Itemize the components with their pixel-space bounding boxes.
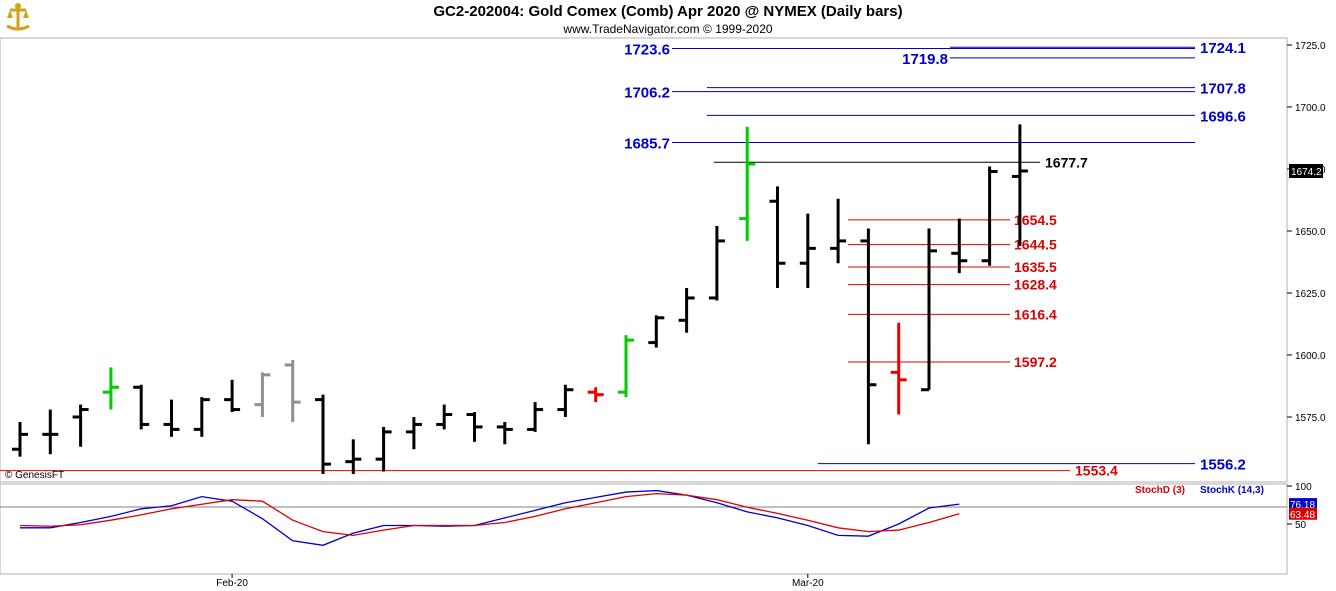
ohlc-bar — [133, 384, 150, 430]
x-tick-label: Mar-20 — [792, 578, 824, 589]
ohlc-bar — [436, 404, 453, 430]
ohlc-bar — [557, 384, 574, 417]
ohlc-bar — [648, 315, 665, 348]
level-label-1616.4: 1616.4 — [1014, 306, 1057, 322]
genesis-watermark: © GenesisFT — [5, 470, 64, 481]
stoch-d-value-box — [1289, 507, 1317, 520]
level-label-1628.4: 1628.4 — [1014, 277, 1057, 293]
ohlc-bar — [739, 126, 756, 241]
level-label-1723.6: 1723.6 — [624, 41, 670, 58]
ohlc-bar — [890, 322, 907, 415]
ohlc-bar — [42, 409, 59, 455]
level-label-1553.4: 1553.4 — [1075, 463, 1118, 479]
stoch-d-value: 63.48 — [1290, 510, 1315, 521]
level-label-1654.5: 1654.5 — [1014, 212, 1057, 228]
ohlc-bar — [860, 228, 877, 445]
x-tick-label: Feb-20 — [216, 578, 248, 589]
trade-navigator-logo-icon — [6, 3, 30, 31]
level-label-1635.5: 1635.5 — [1014, 259, 1057, 275]
stoch-k-value-box — [1289, 498, 1317, 511]
date-axis: Feb-20 Mar-20 — [216, 574, 824, 589]
y-tick-label: 1650.0 — [1295, 227, 1326, 238]
ohlc-bar — [618, 335, 634, 398]
ohlc-bar — [587, 387, 604, 403]
ohlc-bar — [708, 226, 725, 301]
stoch-y-tick-label: 50 — [1295, 520, 1307, 531]
level-label-1556.2: 1556.2 — [1200, 457, 1246, 474]
last-price-box — [1289, 163, 1323, 178]
ohlc-bar — [981, 166, 998, 266]
y-tick-label: 1575.0 — [1295, 413, 1326, 424]
level-label-1597.2: 1597.2 — [1014, 354, 1057, 370]
price-axis: 1575.01600.01625.01650.01675.01700.01725… — [1287, 41, 1326, 424]
level-label-1685.7: 1685.7 — [624, 135, 670, 152]
stoch-y-tick-label: 100 — [1295, 482, 1312, 493]
ohlc-bar — [163, 399, 180, 437]
ohlc-bar — [284, 359, 301, 422]
ohlc-bar — [315, 394, 331, 475]
ohlc-bar — [1011, 124, 1028, 246]
ohlc-bar — [224, 379, 241, 413]
ohlc-bar — [375, 426, 392, 472]
level-label-1707.8: 1707.8 — [1200, 81, 1246, 98]
level-label-1706.2: 1706.2 — [624, 85, 670, 102]
level-label-1677.7: 1677.7 — [1045, 154, 1088, 170]
ohlc-bar — [830, 198, 847, 264]
y-tick-label: 1700.0 — [1295, 103, 1326, 114]
ohlc-bar — [12, 421, 28, 457]
y-tick-label: 1625.0 — [1295, 289, 1326, 300]
level-label-1696.6: 1696.6 — [1200, 108, 1246, 125]
y-tick-label: 1725.0 — [1295, 41, 1326, 52]
ohlc-bar — [496, 421, 513, 445]
level-label-1719.8: 1719.8 — [902, 51, 948, 68]
legend-stoch-d: StochD (3) — [1135, 485, 1185, 496]
chart-subtitle: www.TradeNavigator.com © 1999-2020 — [563, 22, 773, 36]
chart-title: GC2-202004: Gold Comex (Comb) Apr 2020 @… — [433, 3, 903, 20]
ohlc-bars — [12, 124, 1028, 475]
level-label-1644.5: 1644.5 — [1014, 237, 1057, 253]
price-level-lines: 1724.1 1723.6 1719.8 1707.8 1706.2 1696.6 1685… — [0, 40, 1246, 479]
ohlc-bar — [769, 186, 786, 289]
ohlc-bar — [921, 228, 937, 392]
ohlc-bar — [193, 397, 210, 437]
chart-frames — [0, 37, 1288, 575]
stoch-d-line — [19, 492, 960, 537]
ohlc-bar — [527, 402, 544, 432]
ohlc-bar — [951, 218, 968, 274]
ohlc-bar — [72, 404, 89, 447]
ohlc-bar — [799, 213, 816, 289]
last-price-label: 1674.2 — [1291, 167, 1322, 178]
ohlc-bar — [405, 417, 422, 450]
legend-stoch-k: StochK (14,3) — [1200, 485, 1264, 496]
ohlc-bar — [678, 288, 695, 333]
level-label-1724.1: 1724.1 — [1200, 40, 1246, 57]
stoch-k-value: 76.18 — [1290, 500, 1315, 511]
ohlc-bar — [102, 367, 119, 410]
y-tick-label: 1600.0 — [1295, 351, 1326, 362]
ohlc-bar — [466, 412, 483, 442]
ohlc-bar — [345, 439, 362, 475]
ohlc-bar — [254, 372, 271, 417]
stoch-k-line — [20, 489, 960, 546]
